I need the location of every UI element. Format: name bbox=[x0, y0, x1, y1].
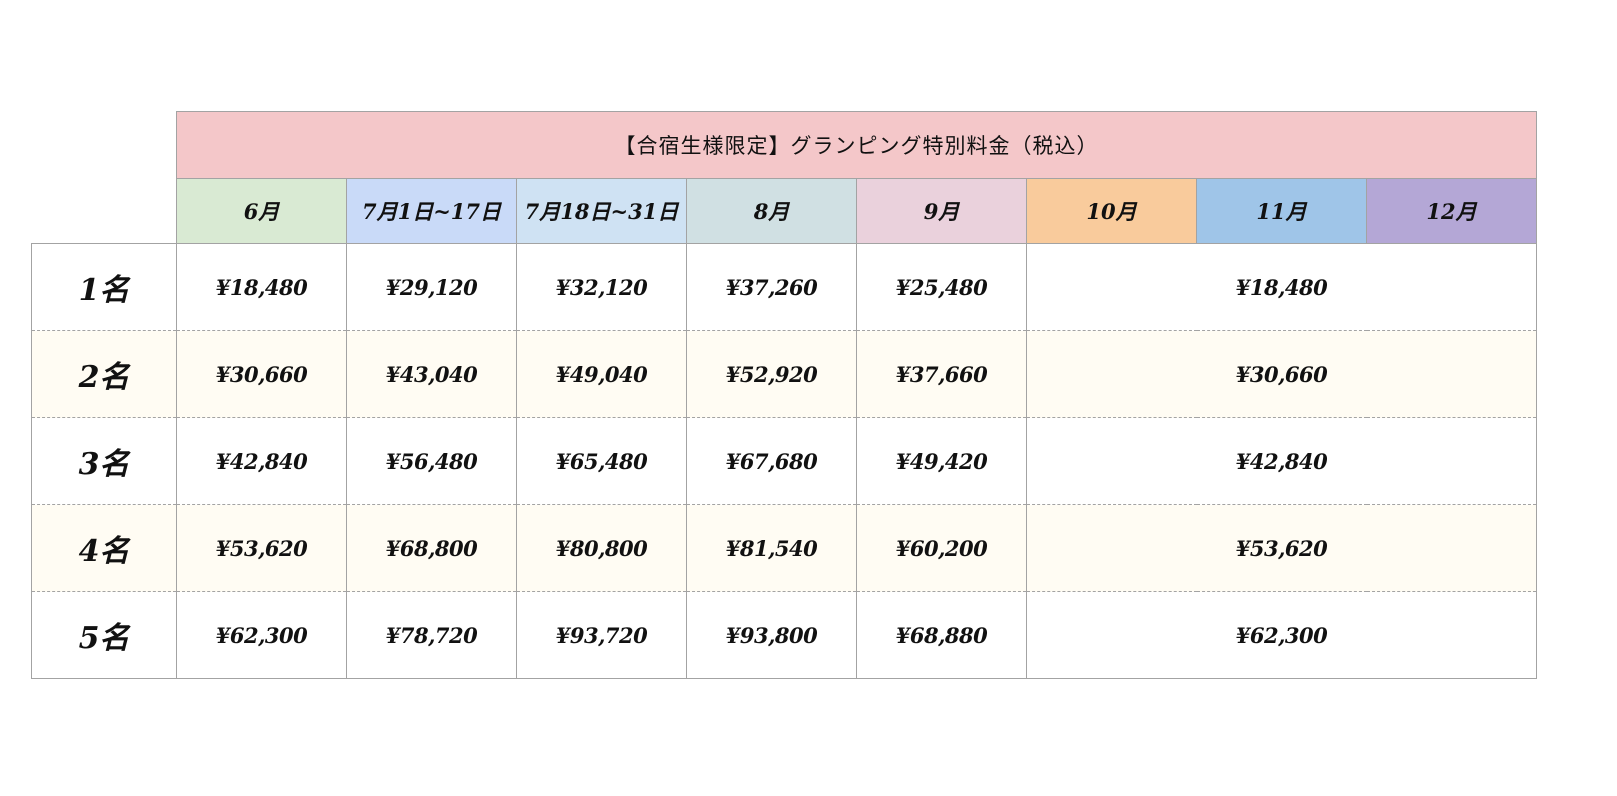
price-cell: ¥49,420 bbox=[856, 417, 1027, 505]
price-cell: ¥32,120 bbox=[516, 243, 687, 331]
row-label: 3名 bbox=[31, 417, 177, 505]
price-cell: ¥62,300 bbox=[176, 591, 347, 679]
price-cell-oct-dec: ¥18,480 bbox=[1026, 243, 1537, 331]
row-label: 1名 bbox=[31, 243, 177, 331]
table-row: 1名 ¥18,480 ¥29,120 ¥32,120 ¥37,260 ¥25,4… bbox=[31, 243, 1537, 331]
corner-cell bbox=[32, 112, 177, 179]
price-cell: ¥93,800 bbox=[686, 591, 857, 679]
price-cell: ¥53,620 bbox=[176, 504, 347, 592]
price-cell: ¥93,720 bbox=[516, 591, 687, 679]
table-title: 【合宿生様限定】グランピング特別料金（税込） bbox=[176, 111, 1537, 179]
row-label: 2名 bbox=[31, 330, 177, 418]
price-cell: ¥42,840 bbox=[176, 417, 347, 505]
price-cell: ¥81,540 bbox=[686, 504, 857, 592]
price-cell: ¥65,480 bbox=[516, 417, 687, 505]
month-header: 12月 bbox=[1366, 178, 1537, 244]
price-cell: ¥37,660 bbox=[856, 330, 1027, 418]
price-cell: ¥37,260 bbox=[686, 243, 857, 331]
row-label: 4名 bbox=[31, 504, 177, 592]
price-cell: ¥52,920 bbox=[686, 330, 857, 418]
price-cell: ¥56,480 bbox=[346, 417, 517, 505]
price-cell-oct-dec: ¥30,660 bbox=[1026, 330, 1537, 418]
price-cell: ¥80,800 bbox=[516, 504, 687, 592]
price-cell: ¥25,480 bbox=[856, 243, 1027, 331]
price-cell: ¥68,880 bbox=[856, 591, 1027, 679]
price-cell-oct-dec: ¥42,840 bbox=[1026, 417, 1537, 505]
table-row: 3名 ¥42,840 ¥56,480 ¥65,480 ¥67,680 ¥49,4… bbox=[31, 417, 1537, 505]
price-cell: ¥29,120 bbox=[346, 243, 517, 331]
month-header: 7月1日~17日 bbox=[346, 178, 517, 244]
price-cell: ¥18,480 bbox=[176, 243, 347, 331]
price-cell: ¥49,040 bbox=[516, 330, 687, 418]
row-label: 5名 bbox=[31, 591, 177, 679]
price-cell: ¥60,200 bbox=[856, 504, 1027, 592]
price-cell-oct-dec: ¥62,300 bbox=[1026, 591, 1537, 679]
month-header: 8月 bbox=[686, 178, 857, 244]
month-header-row: 6月 7月1日~17日 7月18日~31日 8月 9月 10月 11月 12月 bbox=[32, 178, 1537, 244]
price-cell: ¥68,800 bbox=[346, 504, 517, 592]
table-row: 2名 ¥30,660 ¥43,040 ¥49,040 ¥52,920 ¥37,6… bbox=[31, 330, 1537, 418]
month-header: 11月 bbox=[1196, 178, 1367, 244]
table-row: 4名 ¥53,620 ¥68,800 ¥80,800 ¥81,540 ¥60,2… bbox=[31, 504, 1537, 592]
title-row: 【合宿生様限定】グランピング特別料金（税込） bbox=[32, 111, 1537, 179]
month-header: 9月 bbox=[856, 178, 1027, 244]
price-cell: ¥30,660 bbox=[176, 330, 347, 418]
corner-cell bbox=[32, 179, 177, 244]
price-cell: ¥43,040 bbox=[346, 330, 517, 418]
price-cell: ¥67,680 bbox=[686, 417, 857, 505]
price-cell-oct-dec: ¥53,620 bbox=[1026, 504, 1537, 592]
table-row: 5名 ¥62,300 ¥78,720 ¥93,720 ¥93,800 ¥68,8… bbox=[31, 591, 1537, 679]
month-header: 7月18日~31日 bbox=[516, 178, 687, 244]
price-cell: ¥78,720 bbox=[346, 591, 517, 679]
month-header: 10月 bbox=[1026, 178, 1197, 244]
price-table: 【合宿生様限定】グランピング特別料金（税込） 6月 7月1日~17日 7月18日… bbox=[31, 111, 1537, 679]
month-header: 6月 bbox=[176, 178, 347, 244]
